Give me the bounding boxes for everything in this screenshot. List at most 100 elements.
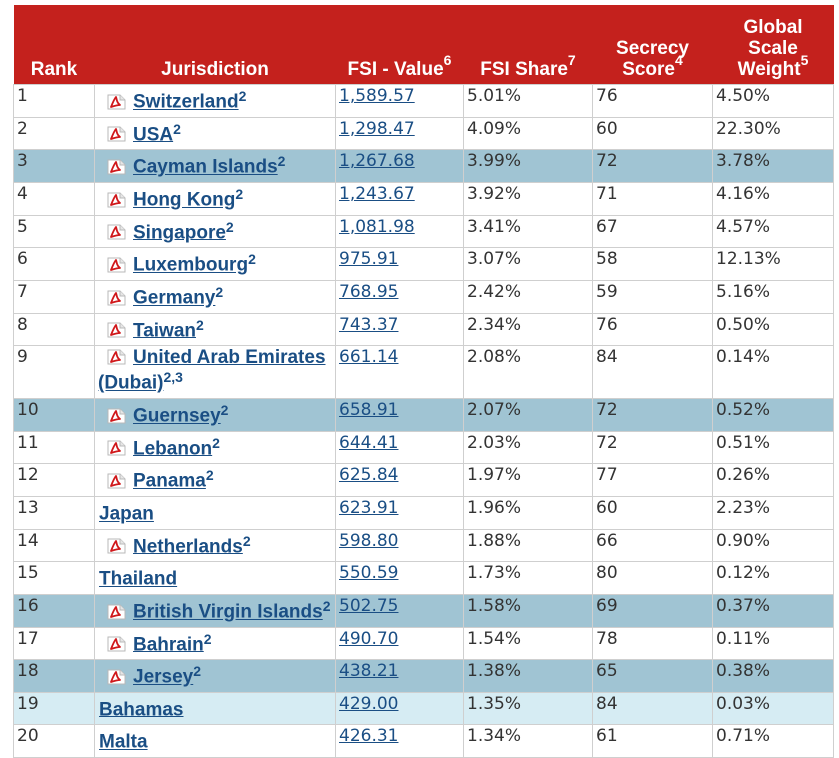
jurisdiction-link[interactable]: British Virgin Islands (133, 601, 323, 623)
fsi-value-link[interactable]: 644.41 (339, 432, 399, 453)
fsi-value-link[interactable]: 490.70 (339, 628, 399, 649)
secrecy-score-cell: 72 (592, 430, 713, 465)
jurisdiction-link[interactable]: Netherlands (133, 536, 243, 558)
global-scale-weight-value: 0.90% (716, 530, 771, 551)
fsi-value-link[interactable]: 661.14 (339, 347, 399, 368)
fsi-value-link[interactable]: 1,267.68 (339, 151, 415, 172)
pdf-icon[interactable] (105, 321, 127, 339)
pdf-icon[interactable] (105, 93, 127, 111)
pdf-icon[interactable] (105, 125, 127, 143)
pdf-icon[interactable] (105, 223, 127, 241)
secrecy-score-cell: 61 (592, 724, 713, 758)
pdf-icon[interactable] (105, 635, 127, 653)
fsi-value-link[interactable]: 438.21 (339, 661, 399, 682)
jurisdiction-link[interactable]: Panama (133, 470, 206, 492)
fsi-value-cell: 625.84 (335, 463, 464, 497)
rank-cell: 3 (13, 149, 95, 183)
table-row: 11 Lebanon2 644.41 2.03% 72 0.51% (13, 430, 834, 465)
fsi-value-link[interactable]: 1,243.67 (339, 183, 415, 204)
pdf-icon[interactable] (105, 256, 127, 274)
rank-cell: 2 (13, 116, 95, 151)
jurisdiction-cell: Panama2 (94, 463, 336, 497)
secrecy-score-value: 77 (596, 465, 618, 486)
fsi-share-cell: 5.01% (463, 84, 593, 118)
fsi-value-link[interactable]: 623.91 (339, 497, 399, 518)
jurisdiction-footnote: 2 (205, 467, 214, 484)
jurisdiction-link[interactable]: Jersey (133, 666, 194, 688)
fsi-value-link[interactable]: 768.95 (339, 281, 399, 302)
fsi-value-link[interactable]: 625.84 (339, 465, 399, 486)
fsi-value-link[interactable]: 1,589.57 (339, 86, 415, 106)
fsi-value-link[interactable]: 1,298.47 (339, 118, 415, 139)
header-jurisdiction-label: Jurisdiction (161, 59, 269, 80)
pdf-icon[interactable] (105, 537, 127, 555)
pdf-icon[interactable] (105, 603, 127, 621)
jurisdiction-link[interactable]: Singapore (133, 222, 226, 244)
jurisdiction-link[interactable]: Lebanon (133, 438, 213, 460)
fsi-value-cell: 426.31 (335, 724, 464, 758)
global-scale-weight-cell: 0.12% (712, 561, 834, 595)
rank-cell: 1 (13, 84, 95, 118)
global-scale-weight-value: 0.26% (716, 465, 771, 486)
pdf-icon[interactable] (105, 439, 127, 457)
pdf-icon[interactable] (105, 348, 127, 366)
jurisdiction-link[interactable]: Thailand (99, 568, 178, 590)
jurisdiction-link[interactable]: Guernsey (133, 405, 221, 427)
fsi-value-link[interactable]: 502.75 (339, 595, 399, 616)
fsi-share-value: 1.97% (467, 465, 522, 486)
rank-cell: 5 (13, 214, 95, 249)
jurisdiction-link[interactable]: Hong Kong (133, 189, 236, 211)
fsi-value-link[interactable]: 429.00 (339, 693, 399, 714)
jurisdiction-link[interactable]: Luxembourg (133, 254, 249, 276)
secrecy-score-cell: 66 (592, 528, 713, 563)
jurisdiction-link[interactable]: Malta (99, 732, 148, 754)
fsi-value-link[interactable]: 743.37 (339, 314, 399, 335)
rank-cell: 12 (13, 463, 95, 497)
fsi-share-cell: 2.42% (463, 279, 593, 314)
pdf-icon[interactable] (105, 158, 127, 176)
jurisdiction-link[interactable]: Germany (133, 287, 216, 309)
secrecy-score-value: 84 (596, 347, 618, 368)
fsi-value-link[interactable]: 975.91 (339, 249, 399, 270)
secrecy-score-value: 67 (596, 216, 618, 237)
fsi-value-link[interactable]: 598.80 (339, 530, 399, 551)
pdf-icon[interactable] (105, 191, 127, 209)
pdf-icon[interactable] (105, 668, 127, 686)
fsi-value-link[interactable]: 550.59 (339, 563, 399, 584)
secrecy-score-cell: 65 (592, 659, 713, 693)
jurisdiction-cell: Thailand (94, 561, 336, 595)
jurisdiction-link[interactable]: Japan (99, 503, 154, 525)
jurisdiction-footnote: 2 (203, 630, 212, 647)
header-secrecy-line2: Score (622, 59, 675, 80)
fsi-share-value: 1.96% (467, 497, 522, 518)
fsi-value-link[interactable]: 1,081.98 (339, 216, 415, 237)
fsi-value-link[interactable]: 658.91 (339, 399, 399, 420)
jurisdiction-cell: Jersey2 (94, 659, 336, 693)
jurisdiction-link[interactable]: USA (133, 124, 174, 146)
table-header-row: Rank Jurisdiction FSI - Value6 FSI Share… (13, 5, 834, 85)
jurisdiction-link[interactable]: Bahrain (133, 634, 204, 656)
fsi-value-cell: 644.41 (335, 430, 464, 465)
jurisdiction-link[interactable]: Taiwan (133, 320, 196, 342)
jurisdiction-cell: Bahamas (94, 691, 336, 726)
fsi-value-cell: 658.91 (335, 397, 464, 432)
rank-cell: 8 (13, 312, 95, 347)
pdf-icon[interactable] (105, 407, 127, 425)
fsi-share-value: 1.35% (467, 693, 522, 714)
jurisdiction-cell: Lebanon2 (94, 430, 336, 465)
global-scale-weight-cell: 4.57% (712, 214, 834, 249)
secrecy-score-cell: 67 (592, 214, 713, 249)
header-fsi-share-footnote: 7 (567, 51, 576, 68)
jurisdiction-link[interactable]: Bahamas (99, 699, 184, 721)
pdf-icon[interactable] (105, 289, 127, 307)
fsi-value-cell: 550.59 (335, 561, 464, 595)
rank-value: 6 (17, 249, 28, 270)
fsi-value-cell: 768.95 (335, 279, 464, 314)
pdf-icon[interactable] (105, 472, 127, 490)
global-scale-weight-cell: 12.13% (712, 247, 834, 281)
jurisdiction-link[interactable]: Cayman Islands (133, 156, 278, 178)
jurisdiction-link[interactable]: United Arab Emirates (Dubai) (98, 347, 326, 394)
jurisdiction-link[interactable]: Switzerland (133, 91, 239, 113)
fsi-value-link[interactable]: 426.31 (339, 726, 399, 747)
secrecy-score-cell: 78 (592, 626, 713, 661)
